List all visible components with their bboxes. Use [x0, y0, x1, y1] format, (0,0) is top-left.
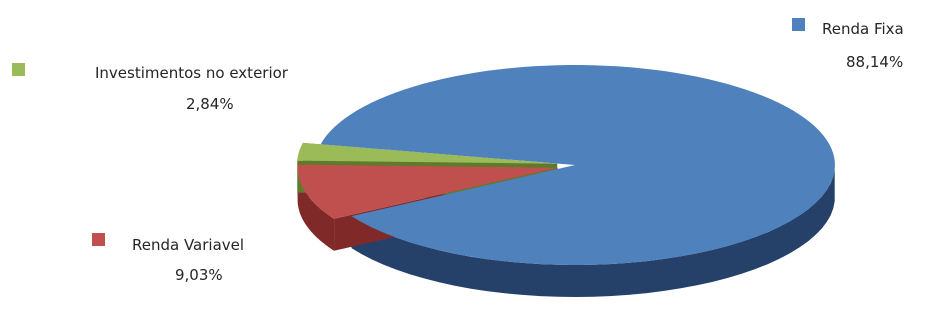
- legend-item-renda-variavel: Renda Variavel 9,03%: [92, 233, 244, 284]
- slice-label-investimentos-no-exterior: Investimentos no exterior: [95, 64, 289, 82]
- legend-item-investimentos-no-exterior: Investimentos no exterior 2,84%: [12, 63, 289, 113]
- slice-label-renda-variavel: Renda Variavel: [132, 236, 244, 254]
- pie-slice-renda-fixa: [320, 65, 835, 265]
- legend-swatch-renda-variavel: [92, 233, 105, 246]
- slice-value-renda-fixa: 88,14%: [846, 53, 903, 71]
- legend-item-renda-fixa: Renda Fixa 88,14%: [792, 18, 904, 71]
- legend-swatch-renda-fixa: [792, 18, 805, 31]
- pie-side-renda-fixa: [351, 169, 835, 297]
- pie-slices: [297, 65, 835, 265]
- pie-slice-renda-variavel: [297, 164, 558, 219]
- slice-value-investimentos-no-exterior: 2,84%: [186, 95, 234, 113]
- pie-side-renda-variavel: [297, 166, 335, 251]
- pie-slice-investimentos-no-exterior: [297, 142, 558, 164]
- legend-swatch-investimentos-no-exterior: [12, 63, 25, 76]
- slice-value-renda-variavel: 9,03%: [175, 266, 223, 284]
- slice-label-renda-fixa: Renda Fixa: [822, 20, 904, 38]
